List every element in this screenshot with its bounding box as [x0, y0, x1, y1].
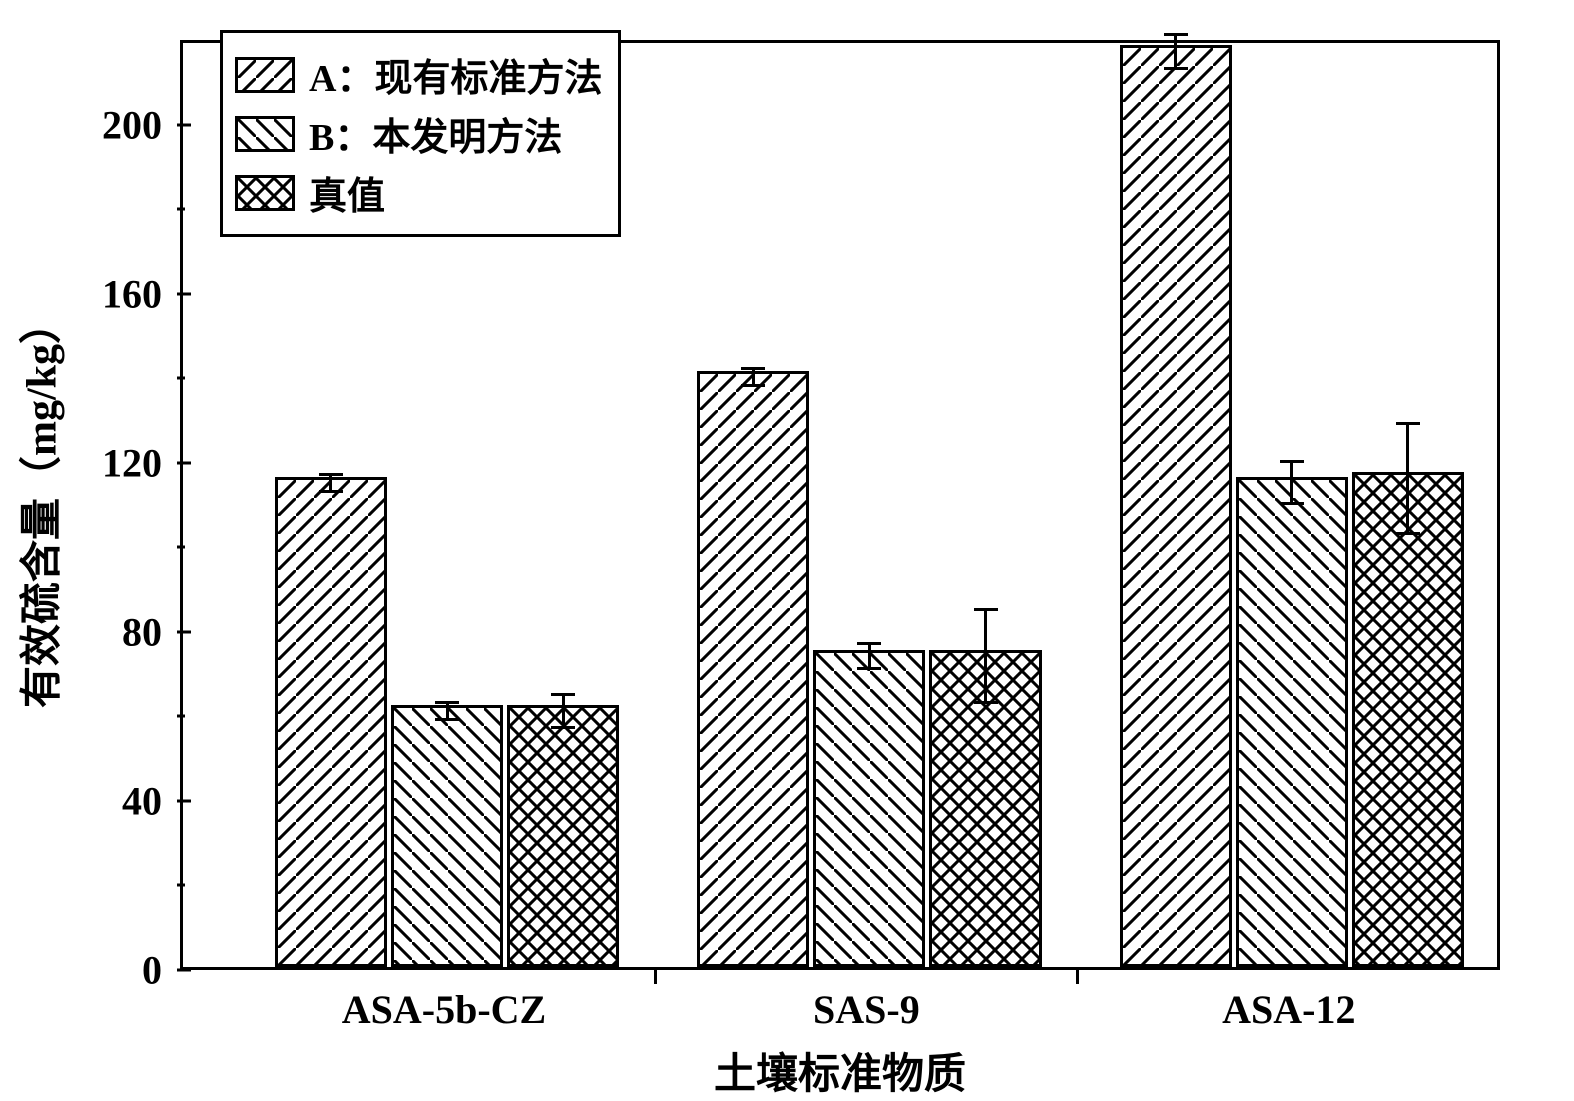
bar-A-SAS-9 [697, 371, 809, 967]
bar-A-ASA-12 [1120, 45, 1232, 967]
y-tick [177, 630, 191, 633]
errorbar-cap-top [551, 693, 575, 696]
x-tick [1076, 970, 1079, 984]
y-tick-label: 80 [122, 608, 162, 655]
errorbar-cap-bot [741, 384, 765, 387]
legend-swatch-A [235, 57, 295, 93]
y-minor-tick [177, 377, 185, 380]
legend-item-A: A：现有标准方法 [235, 47, 602, 102]
y-axis-label: 有效硫含量（mg/kg） [8, 302, 69, 708]
legend-swatch-B [235, 116, 295, 152]
errorbar-cap-top [741, 367, 765, 370]
errorbar-stem [1174, 35, 1177, 69]
errorbar-stem [1290, 462, 1293, 504]
y-tick [177, 461, 191, 464]
y-tick-label: 0 [142, 947, 162, 994]
errorbar-stem [752, 369, 755, 386]
legend-label-C: 真值 [309, 165, 385, 220]
y-tick [177, 292, 191, 295]
bar-B-ASA-5b-CZ [391, 705, 503, 967]
errorbar-stem [329, 474, 332, 491]
errorbar-cap-bot [857, 667, 881, 670]
x-tick-label: ASA-5b-CZ [342, 986, 546, 1033]
legend-item-B: B：本发明方法 [235, 106, 602, 161]
legend-box: A：现有标准方法B：本发明方法真值 [220, 30, 621, 237]
errorbar-cap-bot [1396, 532, 1420, 535]
x-axis-label: 土壤标准物质 [714, 1040, 966, 1101]
errorbar-cap-top [1280, 460, 1304, 463]
y-minor-tick [177, 884, 185, 887]
errorbar-stem [446, 702, 449, 719]
y-minor-tick [177, 208, 185, 211]
y-tick-label: 160 [102, 270, 162, 317]
errorbar-cap-bot [1164, 67, 1188, 70]
x-tick-label: ASA-12 [1222, 986, 1355, 1033]
y-tick [177, 969, 191, 972]
legend-label-A: A：现有标准方法 [309, 47, 602, 102]
bar-B-ASA-12 [1236, 477, 1348, 967]
y-tick-label: 120 [102, 439, 162, 486]
errorbar-cap-bot [974, 701, 998, 704]
errorbar-cap-top [1164, 33, 1188, 36]
chart-container: 有效硫含量（mg/kg） 土壤标准物质 A：现有标准方法B：本发明方法真值 0 4… [0, 0, 1574, 1099]
errorbar-cap-top [319, 473, 343, 476]
legend-swatch-C [235, 175, 295, 211]
errorbar-cap-bot [551, 726, 575, 729]
y-tick-label: 200 [102, 101, 162, 148]
legend-label-B: B：本发明方法 [309, 106, 562, 161]
errorbar-stem [868, 643, 871, 668]
bar-B-SAS-9 [813, 650, 925, 967]
errorbar-stem [1406, 423, 1409, 533]
errorbar-cap-top [857, 642, 881, 645]
errorbar-stem [984, 609, 987, 702]
x-tick [654, 970, 657, 984]
y-tick [177, 799, 191, 802]
errorbar-stem [562, 694, 565, 728]
x-tick-label: SAS-9 [813, 986, 920, 1033]
bar-C-ASA-12 [1352, 472, 1464, 967]
y-minor-tick [177, 715, 185, 718]
errorbar-cap-bot [435, 718, 459, 721]
errorbar-cap-bot [1280, 502, 1304, 505]
y-tick [177, 123, 191, 126]
y-minor-tick [177, 546, 185, 549]
bar-C-ASA-5b-CZ [507, 705, 619, 967]
bar-A-ASA-5b-CZ [275, 477, 387, 967]
errorbar-cap-bot [319, 490, 343, 493]
errorbar-cap-top [435, 701, 459, 704]
errorbar-cap-top [974, 608, 998, 611]
legend-item-C: 真值 [235, 165, 602, 220]
y-tick-label: 40 [122, 777, 162, 824]
errorbar-cap-top [1396, 422, 1420, 425]
